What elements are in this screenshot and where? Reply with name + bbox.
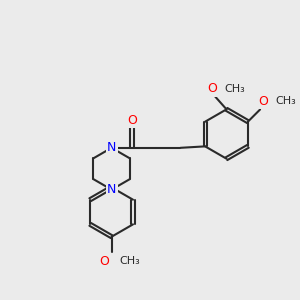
- Text: CH₃: CH₃: [275, 96, 296, 106]
- Text: N: N: [107, 141, 116, 154]
- Text: O: O: [127, 114, 137, 127]
- Text: CH₃: CH₃: [224, 84, 245, 94]
- Text: O: O: [258, 95, 268, 108]
- Text: O: O: [99, 255, 109, 268]
- Text: O: O: [207, 82, 217, 95]
- Text: CH₃: CH₃: [120, 256, 140, 266]
- Text: N: N: [107, 183, 116, 196]
